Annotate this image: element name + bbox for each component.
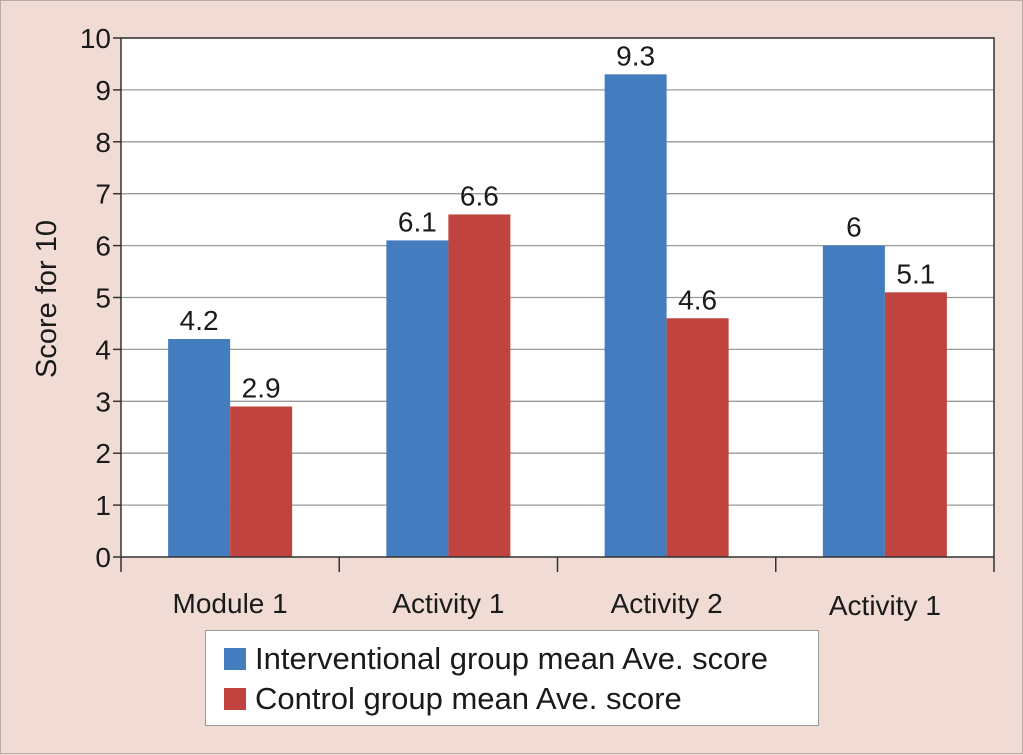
legend-item-control: Control group mean Ave. score: [224, 681, 682, 717]
y-tick-label: 5: [95, 283, 111, 314]
y-tick-label: 7: [95, 179, 111, 210]
x-tick-label: Activity 2: [611, 588, 723, 619]
data-label: 2.9: [242, 372, 281, 403]
y-tick-label: 9: [95, 75, 111, 106]
data-label: 6.1: [398, 206, 437, 237]
data-label: 4.6: [678, 284, 717, 315]
y-tick-label: 3: [95, 386, 111, 417]
bar: [386, 240, 449, 557]
y-tick-label: 1: [95, 490, 111, 521]
bar: [666, 318, 729, 557]
bar: [230, 406, 293, 557]
y-tick-label: 10: [80, 23, 111, 54]
y-tick-label: 2: [95, 438, 111, 469]
axes: 0 1 2 3 4 5 6 7 8 9 10 Module 1 Activity 1 Activity 2…: [80, 23, 995, 621]
data-label: 6: [846, 212, 862, 243]
legend: Interventional group mean Ave. score Con…: [205, 630, 819, 726]
y-tick-label: 8: [95, 127, 111, 158]
legend-label-interventional: Interventional group mean Ave. score: [255, 641, 768, 676]
bar: [168, 339, 231, 557]
bar: [822, 245, 885, 557]
y-axis-label: Score for 10: [31, 220, 63, 378]
x-tick-label: Module 1: [173, 588, 288, 619]
bar: [604, 74, 667, 557]
bars: [168, 74, 947, 557]
data-label: 5.1: [896, 258, 935, 289]
legend-item-interventional: Interventional group mean Ave. score: [224, 641, 768, 677]
x-tick-label: Activity 1: [829, 590, 941, 621]
x-tick-label: Activity 1: [392, 588, 504, 619]
bar: [884, 292, 947, 557]
data-label: 4.2: [180, 305, 219, 336]
legend-swatch-control: [224, 688, 246, 710]
legend-label-control: Control group mean Ave. score: [255, 681, 682, 716]
legend-swatch-interventional: [224, 648, 246, 670]
bar: [448, 214, 511, 557]
y-tick-label: 4: [95, 334, 111, 365]
y-tick-label: 6: [95, 231, 111, 262]
data-label: 9.3: [616, 40, 655, 71]
plot-border: [120, 37, 995, 558]
data-labels: 4.2 2.9 6.1 6.6 9.3 4.6 6 5.1: [180, 40, 936, 403]
y-tick-label: 0: [95, 542, 111, 573]
data-label: 6.6: [460, 180, 499, 211]
